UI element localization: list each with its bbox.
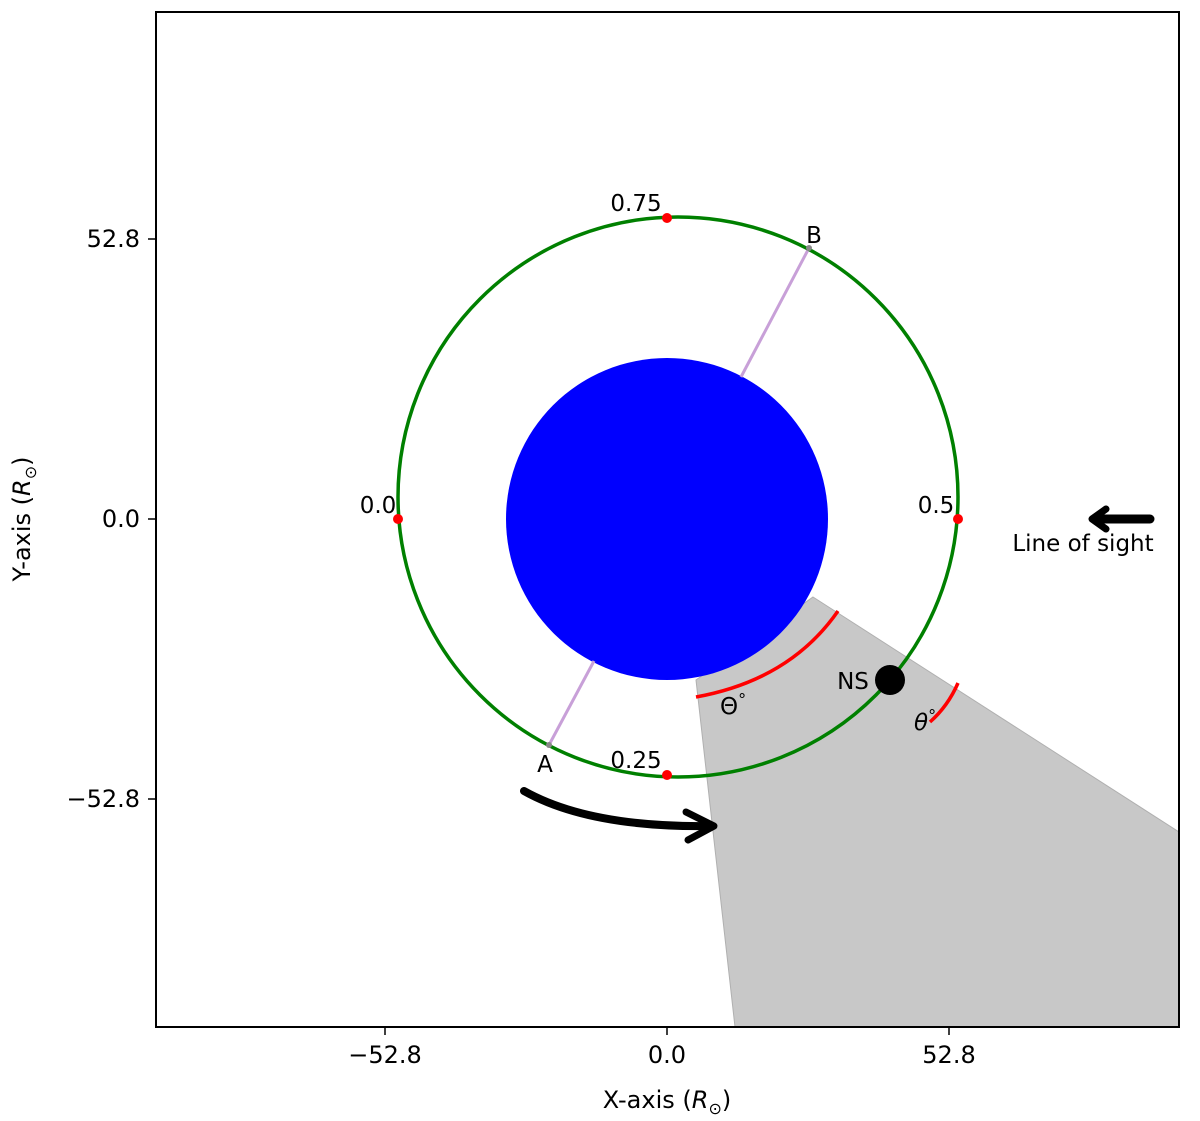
inner-angle-degree: ° — [928, 706, 936, 725]
inner-angle-label: θ° — [914, 706, 936, 736]
chord-segment-b — [739, 247, 811, 378]
phase-marker-0 — [393, 514, 403, 524]
inner-angle-symbol: θ — [914, 710, 928, 736]
neutron-star — [875, 665, 905, 695]
y-ticks — [148, 238, 156, 800]
orbital-direction-arrowhead — [682, 808, 718, 844]
x-axis-unit: R — [692, 1086, 709, 1114]
phase-marker-0.5 — [953, 514, 963, 524]
outer-angle-degree: ° — [738, 690, 746, 709]
phase-marker-0.75 — [662, 213, 672, 223]
y-axis-label: Y-axis (R⊙) — [8, 456, 40, 582]
phase-marker-0.25 — [662, 770, 672, 780]
x-axis-label-text: X-axis ( — [603, 1086, 692, 1114]
phase-label-0: 0.0 — [360, 493, 397, 519]
y-axis-unit-close: ) — [8, 456, 36, 465]
companion-star — [506, 358, 828, 680]
phase-label-0.25: 0.25 — [610, 748, 661, 774]
y-tick-label: 0.0 — [102, 505, 140, 533]
plot-area — [393, 213, 1179, 1027]
shadow-region — [695, 596, 1179, 1027]
phase-label-0.75: 0.75 — [610, 191, 661, 217]
point-a-label: A — [537, 752, 553, 778]
x-axis-unit-sub: ⊙ — [708, 1099, 721, 1118]
x-tick-label: 0.0 — [648, 1041, 686, 1069]
neutron-star-label: NS — [837, 669, 869, 695]
point-b-label: B — [806, 223, 822, 249]
x-axis-label: X-axis (R⊙) — [603, 1086, 731, 1118]
x-tick-label: −52.8 — [348, 1041, 422, 1069]
y-axis-label-text: Y-axis ( — [8, 496, 36, 583]
line-of-sight-arrowhead — [1088, 505, 1110, 533]
y-tick-label: −52.8 — [66, 785, 140, 813]
y-axis-unit: R — [8, 479, 36, 496]
outer-angle-symbol: Θ — [720, 694, 738, 720]
angle-arc-inner — [928, 682, 960, 724]
orbit-circle — [396, 215, 960, 779]
chord-segment-a — [547, 660, 596, 746]
angle-arc-outer — [695, 610, 840, 699]
point-b-marker — [806, 245, 812, 251]
y-tick-label: 52.8 — [87, 225, 140, 253]
line-of-sight-label: Line of sight — [1012, 531, 1153, 557]
x-axis-unit-close: ) — [722, 1086, 731, 1114]
phase-label-0.5: 0.5 — [918, 493, 955, 519]
x-ticks — [384, 1027, 950, 1035]
orbital-direction-arrow — [520, 787, 716, 831]
outer-angle-label: Θ° — [720, 690, 746, 720]
point-a-marker — [546, 742, 552, 748]
y-axis-unit-sub: ⊙ — [21, 466, 40, 479]
x-tick-label: 52.8 — [922, 1041, 975, 1069]
